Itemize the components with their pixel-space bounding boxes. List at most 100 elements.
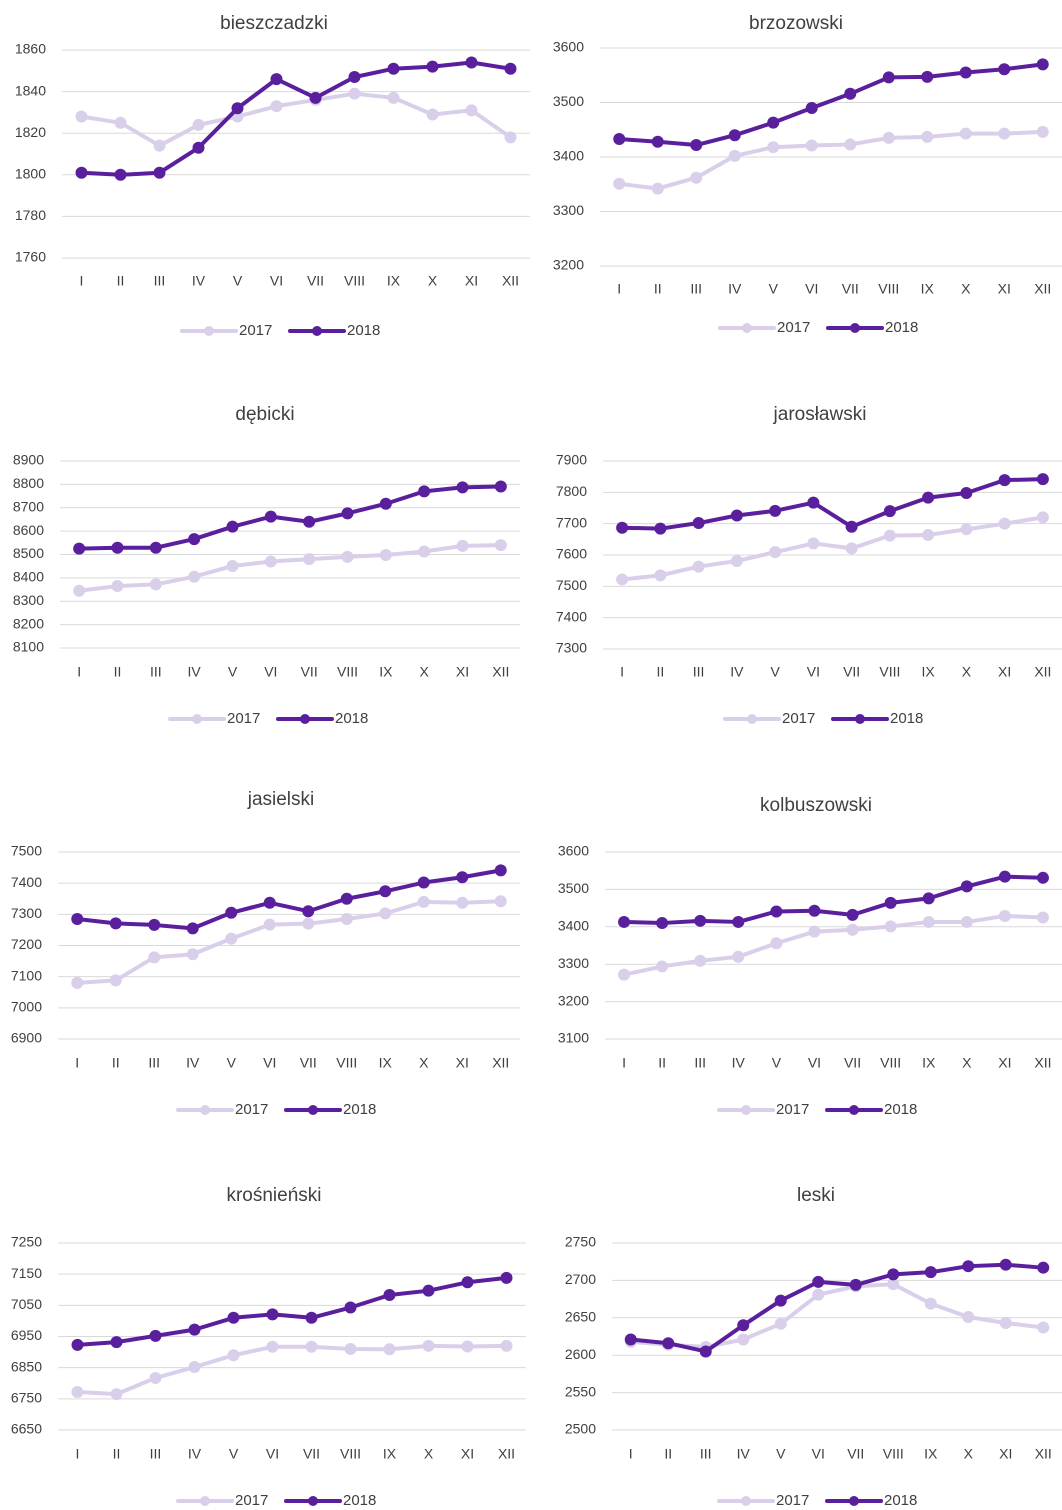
data-point-2017 [1036, 125, 1049, 138]
data-point-2018 [662, 1337, 675, 1350]
legend: 2017 2018 [168, 710, 368, 727]
series-line-2018 [79, 60, 513, 177]
data-point-2018 [494, 480, 507, 493]
y-tick-label: 3400 [558, 918, 589, 934]
data-point-2018 [111, 541, 124, 554]
y-tick-label: 6850 [11, 1358, 42, 1374]
data-point-2017 [962, 1311, 975, 1324]
x-tick-label: V [770, 664, 780, 680]
data-point-2017 [340, 913, 353, 926]
x-tick-label: VII [300, 1055, 317, 1071]
y-tick-label: 3500 [558, 880, 589, 896]
y-tick-label: 1860 [15, 41, 46, 57]
y-tick-label: 7900 [556, 452, 587, 468]
data-point-2017 [417, 895, 430, 908]
data-point-2017 [504, 131, 517, 144]
y-tick-label: 7400 [11, 874, 42, 890]
x-tick-label: XII [1034, 1055, 1051, 1071]
legend-marker-2017 [200, 1496, 210, 1506]
data-point-2018 [153, 166, 166, 179]
legend: 2017 2018 [176, 1492, 376, 1509]
x-tick-label: V [233, 273, 243, 289]
y-tick-label: 8400 [13, 569, 44, 585]
data-point-2017 [1036, 511, 1049, 524]
data-point-2017 [114, 116, 127, 129]
y-tick-label: 3300 [553, 202, 584, 218]
series-line-2018 [620, 477, 1045, 531]
x-tick-label: III [148, 1055, 160, 1071]
x-tick-label: XII [1034, 281, 1051, 297]
x-tick-label: XI [461, 1446, 474, 1462]
y-tick-label: 7050 [11, 1296, 42, 1312]
y-tick-label: 3300 [558, 955, 589, 971]
x-tick-label: IV [188, 664, 202, 680]
y-tick-label: 6950 [11, 1327, 42, 1343]
legend-label-2017: 2017 [227, 710, 260, 727]
data-point-2017 [770, 937, 783, 950]
data-point-2017 [767, 141, 780, 154]
chart-title: kolbuszowski [760, 795, 872, 816]
series-line-2017 [622, 913, 1045, 977]
data-point-2018 [849, 1278, 862, 1291]
data-point-2018 [387, 62, 400, 75]
x-tick-label: XII [1034, 664, 1051, 680]
x-tick-label: III [150, 664, 162, 680]
data-point-2017 [922, 528, 935, 541]
x-tick-label: X [962, 1055, 972, 1071]
y-tick-label: 3100 [558, 1030, 589, 1046]
legend-label-2017: 2017 [776, 1101, 809, 1118]
x-tick-label: VIII [337, 664, 358, 680]
series-line-2017 [617, 129, 1045, 191]
y-tick-label: 7300 [556, 640, 587, 656]
x-tick-label: IV [188, 1446, 202, 1462]
data-point-2018 [922, 892, 935, 905]
chart-title: krośnieński [226, 1185, 321, 1206]
data-point-2017 [887, 1278, 900, 1291]
data-point-2018 [732, 915, 745, 928]
data-point-2017 [109, 974, 122, 987]
x-tick-label: X [962, 664, 972, 680]
data-point-2017 [188, 1361, 201, 1374]
data-point-2018 [883, 505, 896, 518]
data-point-2018 [618, 915, 631, 928]
x-tick-label: IV [192, 273, 206, 289]
data-point-2017 [422, 1339, 435, 1352]
x-tick-label: II [656, 664, 664, 680]
x-tick-label: III [154, 273, 166, 289]
series-line-2018 [77, 484, 503, 551]
legend-label-2018: 2018 [347, 322, 380, 339]
data-point-2017 [456, 896, 469, 909]
data-point-2018 [998, 870, 1011, 883]
series-line-2017 [620, 515, 1045, 582]
data-point-2018 [959, 66, 972, 79]
x-tick-label: I [75, 1055, 79, 1071]
series-line-2018 [628, 1262, 1046, 1354]
data-point-2017 [774, 1317, 787, 1330]
y-tick-label: 7250 [11, 1234, 42, 1250]
y-tick-label: 8300 [13, 592, 44, 608]
data-point-2018 [769, 504, 782, 517]
x-tick-label: XII [492, 1055, 509, 1071]
y-tick-label: 3400 [553, 148, 584, 164]
data-point-2018 [613, 133, 626, 146]
y-tick-label: 7200 [11, 936, 42, 952]
x-tick-label: XI [465, 273, 478, 289]
x-tick-label: VIII [880, 1055, 901, 1071]
data-point-2018 [226, 520, 239, 533]
x-tick-label: II [113, 1446, 121, 1462]
data-point-2018 [922, 491, 935, 504]
data-point-2018 [109, 917, 122, 930]
data-point-2018 [692, 517, 705, 530]
y-tick-label: 7500 [11, 843, 42, 859]
data-point-2018 [624, 1333, 637, 1346]
data-point-2018 [110, 1336, 123, 1349]
legend-label-2018: 2018 [885, 319, 918, 336]
data-point-2017 [344, 1342, 357, 1355]
data-point-2017 [808, 925, 821, 938]
x-tick-label: IX [921, 281, 935, 297]
data-point-2017 [341, 550, 354, 563]
